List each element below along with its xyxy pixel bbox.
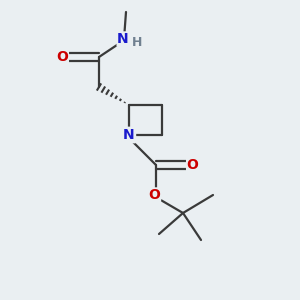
Text: N: N xyxy=(117,32,129,46)
Text: O: O xyxy=(148,188,160,202)
Text: H: H xyxy=(132,35,142,49)
Text: O: O xyxy=(187,158,199,172)
Text: O: O xyxy=(56,50,68,64)
Text: N: N xyxy=(123,128,135,142)
